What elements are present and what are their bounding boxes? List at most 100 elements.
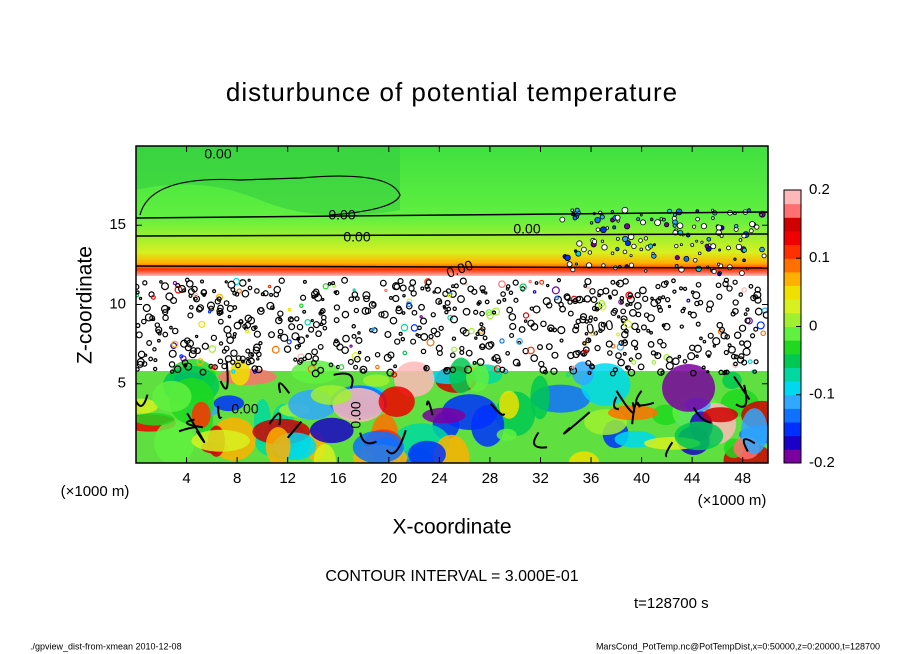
contour-speck [239, 355, 246, 362]
contour-speck [734, 223, 739, 229]
contour-speck [649, 217, 654, 222]
contour-speck [342, 334, 350, 343]
contour-speck [593, 316, 598, 322]
field-blob [191, 401, 211, 429]
contour-speck [529, 306, 534, 311]
contour-speck [695, 216, 700, 222]
contour-speck [624, 365, 629, 370]
contour-speck [187, 312, 194, 319]
contour-speck [612, 307, 618, 314]
contour-speck [459, 327, 467, 335]
time-label: t=128700 s [634, 595, 709, 612]
contour-speck [711, 216, 715, 220]
contour-speck [224, 355, 233, 363]
contour-speck [588, 363, 595, 370]
contour-speck [232, 331, 237, 337]
contour-speck [468, 327, 475, 335]
contour-speck [706, 236, 712, 242]
contour-speck [538, 360, 545, 368]
contour-speck [640, 324, 647, 331]
contour-speck [583, 349, 589, 355]
contour-speck [717, 262, 721, 266]
contour-speck [605, 226, 610, 230]
contour-speck [587, 318, 593, 323]
contour-speck [665, 361, 674, 370]
contour-speck [136, 367, 140, 372]
contour-speck [355, 337, 363, 344]
contour-speck [406, 301, 412, 307]
contour-speck [484, 299, 490, 305]
contour-speck [697, 299, 704, 306]
contour-line [612, 396, 620, 411]
contour-line [136, 211, 768, 219]
contour-speck [743, 312, 748, 317]
contour-speck [479, 310, 485, 317]
contour-line [217, 406, 223, 419]
contour-speck [398, 331, 403, 336]
contour-speck [700, 223, 707, 230]
contour-speck [244, 328, 250, 334]
contour-speck [400, 323, 409, 332]
contour-speck [759, 213, 763, 217]
field-blob [568, 451, 600, 463]
contour-speck [572, 326, 580, 334]
contour-speck [605, 340, 613, 348]
contour-speck [287, 316, 294, 323]
contour-speck [438, 325, 444, 331]
contour-speck [351, 333, 357, 339]
contour-speck [559, 338, 564, 343]
contour-speck [258, 340, 263, 346]
contour-speck [651, 360, 657, 365]
contour-speck [174, 285, 183, 294]
contour-speck [548, 327, 553, 332]
contour-speck [443, 306, 447, 310]
contour-speck [695, 281, 702, 288]
contour-speck [434, 286, 442, 294]
contour-speck [322, 283, 329, 290]
contour-speck [635, 311, 642, 318]
field-blob [674, 421, 724, 451]
field-blob [378, 386, 415, 417]
contour-speck [695, 321, 701, 327]
contour-speck [248, 357, 255, 365]
contour-interval: CONTOUR INTERVAL = 3.000E-01 [325, 568, 578, 585]
contour-speck [557, 326, 566, 335]
contour-speck [190, 347, 197, 355]
contour-speck [550, 367, 558, 375]
contour-speck [574, 207, 580, 213]
contour-speck [726, 245, 731, 251]
contour-speck [391, 282, 401, 291]
contour-speck [200, 279, 205, 284]
colorbar-cell [784, 203, 801, 218]
contour-speck [253, 325, 258, 330]
contour-speck [574, 262, 578, 266]
contour-speck [165, 292, 174, 301]
contour-speck [436, 350, 443, 357]
contour-speck [277, 334, 282, 339]
contour-speck [539, 279, 545, 285]
contour-speck [723, 349, 729, 356]
contour-speck [694, 300, 700, 307]
contour-speck [308, 326, 315, 333]
contour-speck [692, 291, 701, 300]
y-tick-label: 5 [118, 375, 126, 392]
contour-line [635, 390, 655, 407]
contour-speck [620, 308, 627, 315]
contour-speck [622, 351, 627, 356]
contour-speck [392, 294, 400, 303]
field-blob [471, 405, 505, 447]
contour-line [692, 407, 712, 424]
contour-speck [384, 330, 392, 339]
contour-speck [368, 300, 377, 309]
contour-speck [476, 358, 485, 366]
contour-speck [509, 332, 515, 339]
contour-speck [154, 322, 161, 328]
contour-speck [690, 243, 695, 247]
contour-speck [587, 338, 592, 342]
contour-speck [567, 351, 575, 360]
contour-speck [136, 357, 145, 366]
contour-speck [505, 287, 510, 291]
contour-speck [312, 321, 320, 329]
contour-speck [619, 295, 625, 301]
contour-speck [479, 285, 486, 292]
